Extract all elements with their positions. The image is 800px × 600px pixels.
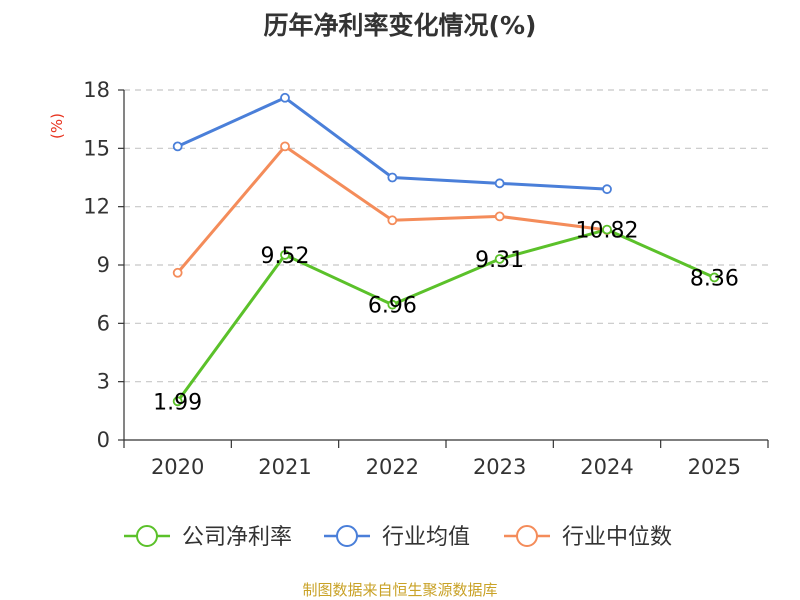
data-label: 9.52	[261, 244, 310, 269]
x-tick-label: 2025	[688, 455, 741, 479]
data-point[interactable]	[280, 92, 290, 103]
y-tick-label: 15	[83, 136, 110, 160]
series-line	[176, 228, 715, 403]
x-tick-label: 2024	[580, 455, 633, 479]
legend-label: 行业中位数	[562, 525, 672, 550]
data-label: 9.31	[475, 248, 524, 273]
data-point[interactable]	[172, 141, 183, 152]
data-point[interactable]	[602, 184, 612, 195]
x-tick-label: 2023	[473, 455, 526, 479]
x-tick-label: 2020	[151, 455, 204, 479]
data-point[interactable]	[494, 178, 505, 189]
y-tick-label: 0	[97, 428, 110, 452]
data-source-note: 制图数据来自恒生聚源数据库	[302, 581, 497, 599]
data-label: 1.99	[153, 390, 202, 415]
data-point[interactable]	[494, 211, 505, 222]
legend-marker-icon	[336, 525, 358, 547]
data-label: 10.82	[576, 219, 639, 244]
y-tick-label: 3	[97, 370, 110, 394]
data-point[interactable]	[387, 215, 398, 226]
data-point[interactable]	[280, 249, 290, 260]
x-tick-label: 2022	[366, 455, 419, 479]
data-point[interactable]	[387, 172, 398, 183]
data-point[interactable]	[172, 396, 183, 407]
legend-item[interactable]: 行业均值	[324, 525, 470, 550]
y-tick-label: 18	[83, 78, 110, 102]
data-labels: 1.99 9.52 6.96 9.31 10.82 8.36	[153, 219, 739, 416]
chart-title: 历年净利率变化情况(%)	[264, 11, 537, 40]
legend-marker-icon	[516, 525, 538, 547]
data-point[interactable]	[387, 299, 398, 310]
grid-lines	[124, 89, 768, 383]
series-3	[172, 141, 612, 278]
legend-label: 行业均值	[382, 525, 470, 550]
legend-label: 公司净利率	[182, 525, 292, 550]
y-tick-label: 6	[97, 311, 110, 335]
series-2	[172, 92, 612, 195]
legend-item[interactable]: 公司净利率	[124, 525, 292, 550]
legend-item[interactable]: 行业中位数	[504, 525, 672, 550]
y-tick-label: 12	[83, 195, 110, 219]
series-lines	[172, 92, 720, 407]
legend-marker-icon	[136, 525, 158, 547]
data-label: 6.96	[368, 294, 417, 319]
axes: 0 3 6 9 12 15 18 2020 2021 2022 2023 2024 2025	[83, 78, 769, 479]
data-label: 8.36	[690, 266, 739, 291]
y-tick-label: 9	[97, 253, 110, 277]
data-point[interactable]	[709, 272, 720, 283]
series-1	[172, 224, 720, 407]
data-point[interactable]	[280, 141, 290, 152]
y-axis-unit: (%)	[48, 113, 66, 139]
data-point[interactable]	[172, 267, 183, 278]
series-line	[176, 144, 608, 274]
data-point[interactable]	[602, 224, 612, 235]
legend[interactable]: 公司净利率 行业均值 行业中位数	[124, 525, 672, 550]
x-tick-label: 2021	[258, 455, 311, 479]
data-point[interactable]	[494, 254, 505, 264]
